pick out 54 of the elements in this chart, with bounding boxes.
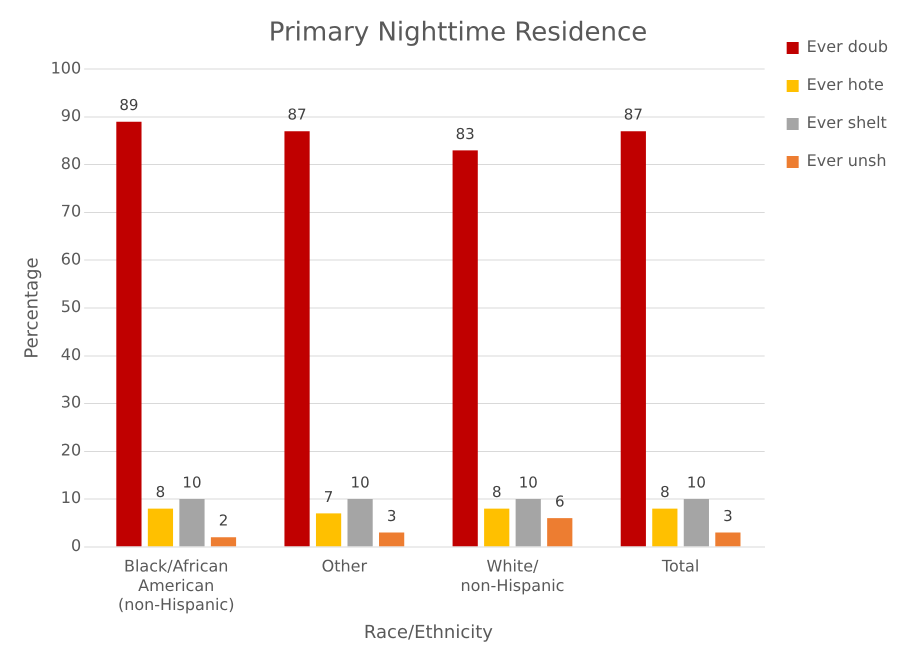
x-tick-label: Other <box>322 556 368 576</box>
legend-label: Ever doub <box>806 37 888 56</box>
bar <box>715 532 741 546</box>
data-label: 10 <box>350 473 370 492</box>
legend-label: Ever shelt <box>806 113 887 132</box>
data-label: 8 <box>156 482 166 501</box>
legend-label: Ever unsh <box>806 151 887 170</box>
y-tick-label: 70 <box>60 202 82 221</box>
bar <box>684 499 709 546</box>
x-tick-label: Total <box>660 556 700 576</box>
bar <box>179 499 205 546</box>
x-tick-label: Black/African American (non-Hispanic) <box>118 556 234 614</box>
data-label: 10 <box>686 473 706 492</box>
y-tick-label: 20 <box>60 440 82 460</box>
y-tick-label: 60 <box>60 249 82 268</box>
data-label: 89 <box>119 96 138 114</box>
bar <box>347 499 373 546</box>
bar <box>116 122 142 546</box>
bar <box>547 518 572 546</box>
legend-label: Ever hote <box>806 75 884 94</box>
y-tick-label: 80 <box>60 154 82 173</box>
data-label: 83 <box>456 124 475 143</box>
y-tick-label: 30 <box>60 392 82 412</box>
chart-title: Primary Nighttime Residence <box>268 17 648 48</box>
x-axis-title: Race/Ethnicity <box>364 622 494 643</box>
data-label: 87 <box>624 106 643 124</box>
data-label: 10 <box>518 473 538 492</box>
y-tick-label: 40 <box>60 344 82 364</box>
y-tick-label: 100 <box>50 58 82 78</box>
data-label: 6 <box>554 492 565 511</box>
bar <box>148 508 174 546</box>
data-label: 2 <box>218 512 228 530</box>
y-tick-label: 10 <box>60 488 82 508</box>
y-axis-title: Percentage <box>21 257 42 359</box>
y-tick-label: 90 <box>60 106 82 126</box>
x-tick-label: White/ non-Hispanic <box>460 556 564 595</box>
bar <box>620 131 646 546</box>
y-tick-label: 50 <box>60 297 82 316</box>
bar <box>652 508 678 546</box>
bar <box>284 131 310 546</box>
data-label: 8 <box>492 482 502 501</box>
bar <box>452 150 478 546</box>
data-label: 87 <box>288 106 307 124</box>
data-label: 3 <box>723 506 733 525</box>
bar <box>316 513 342 546</box>
bar <box>210 537 236 546</box>
bar <box>379 532 404 546</box>
y-tick-label: 0 <box>70 536 82 555</box>
data-label: 7 <box>324 488 334 506</box>
data-label: 8 <box>660 482 670 501</box>
data-label: 3 <box>386 506 396 525</box>
bar <box>516 499 541 546</box>
bar <box>484 508 510 546</box>
data-label: 10 <box>182 473 202 492</box>
